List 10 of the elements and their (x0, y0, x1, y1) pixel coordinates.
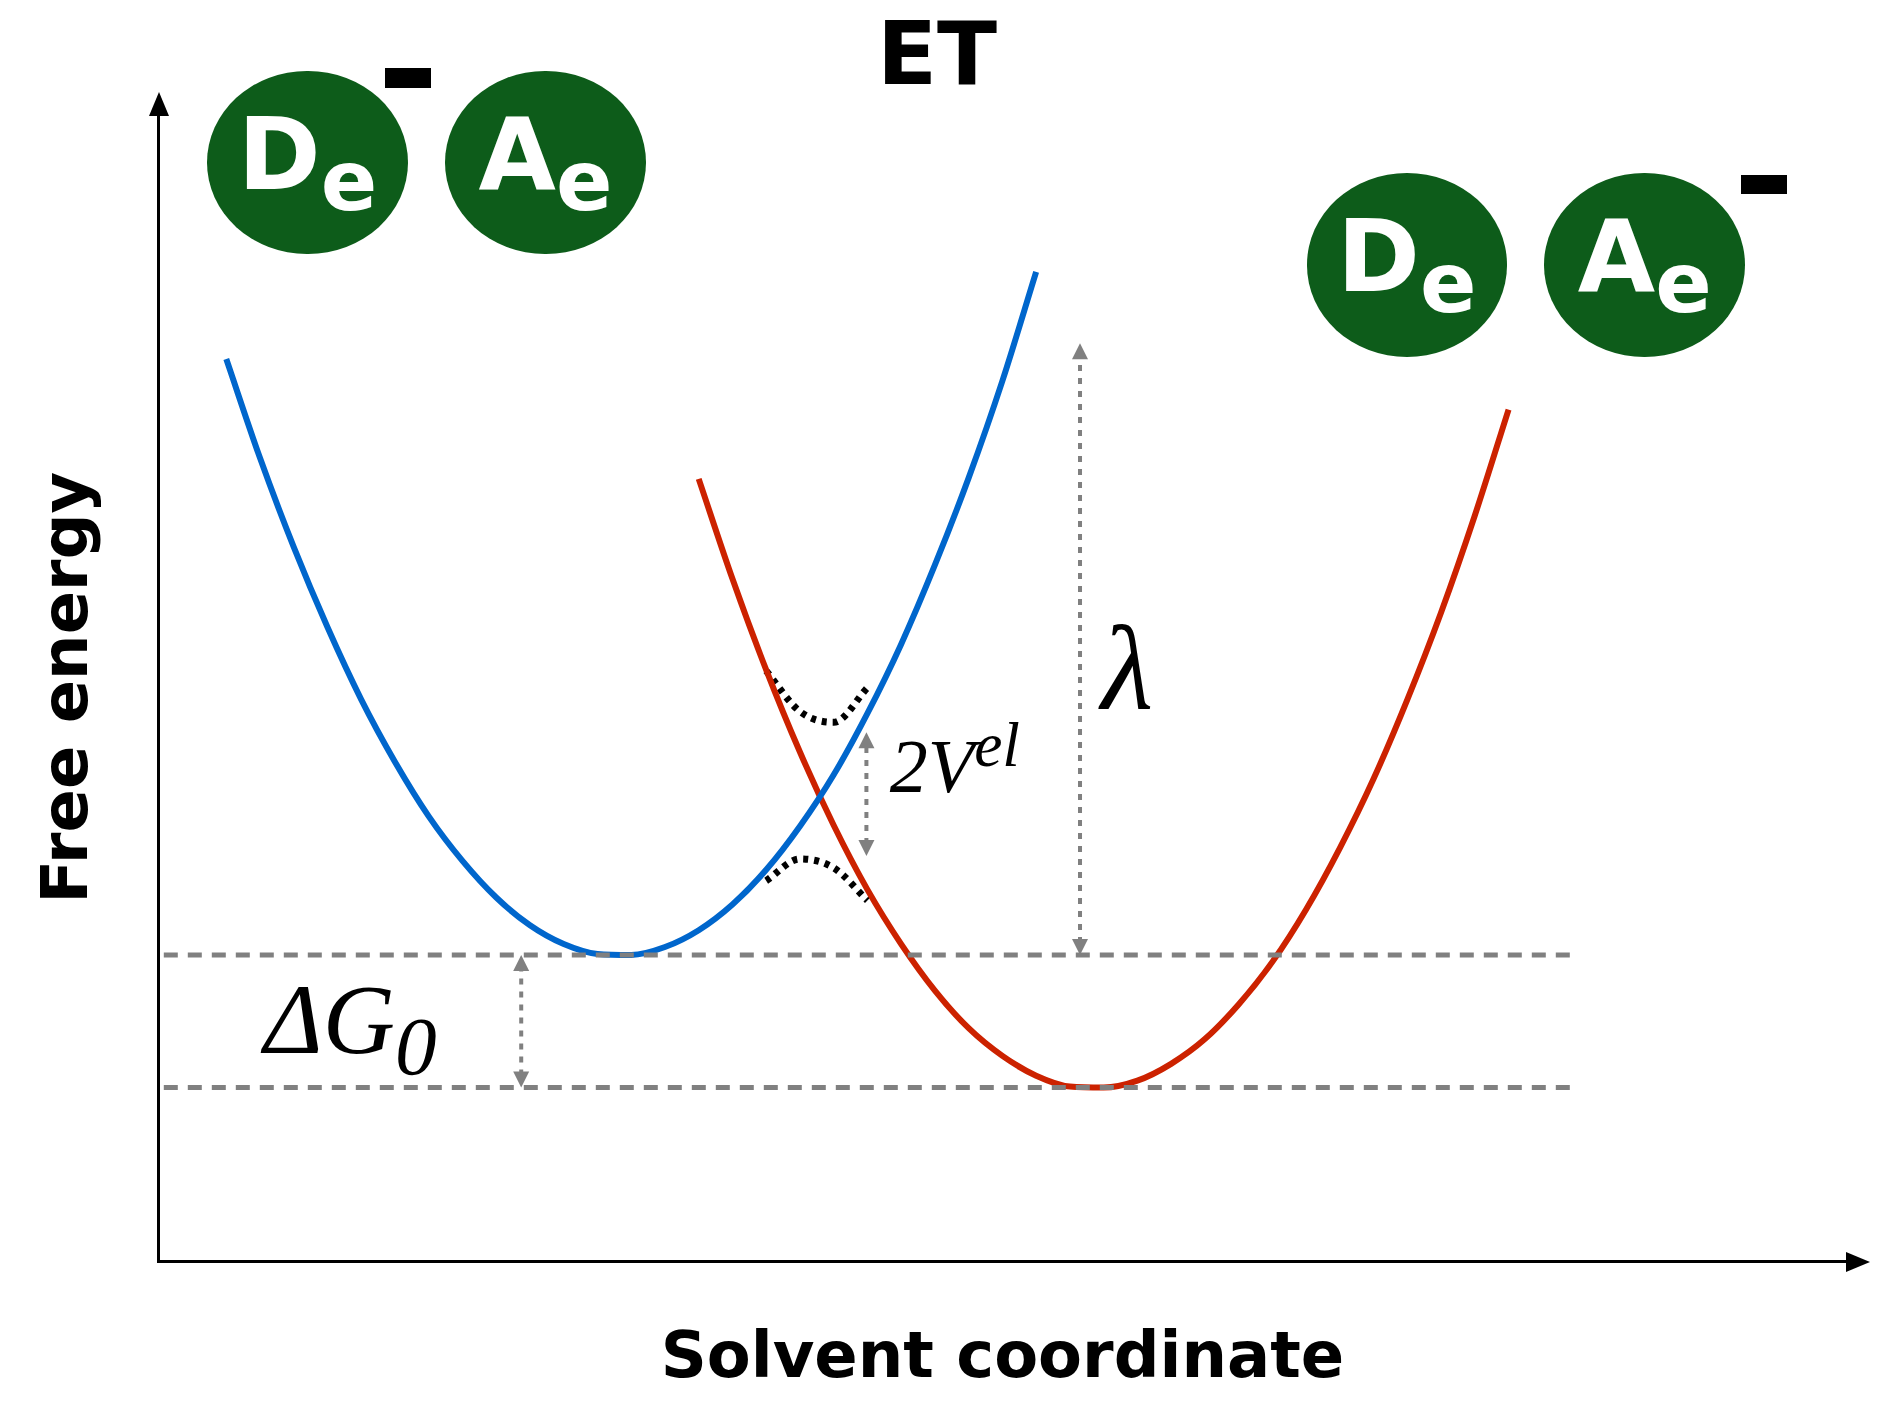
annotation: A$_{e}$ (1577, 198, 1712, 333)
molecule-icon: A$_{e}$ (1544, 173, 1745, 358)
molecule-icon: A$_{e}$ (445, 70, 646, 255)
annotation: D$_{e}$ (1336, 198, 1477, 333)
molecule-icon: D$_{e}$ (1306, 173, 1507, 358)
y-axis-title: Free energy (28, 471, 103, 904)
molecule-icon: D$_{e}$ (207, 70, 408, 255)
annotation: 2V$^{el}$ (889, 708, 1020, 810)
chart-title: ET (876, 1, 998, 105)
x-axis-title: Solvent coordinate (660, 1318, 1345, 1393)
